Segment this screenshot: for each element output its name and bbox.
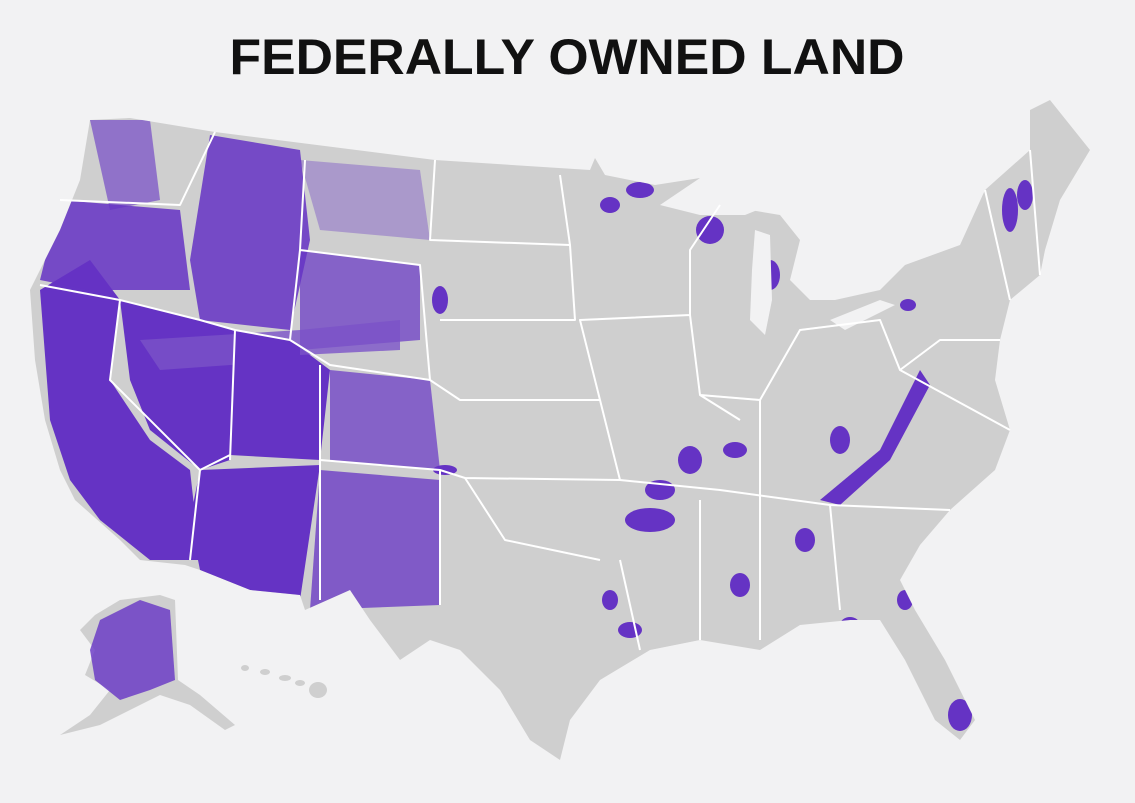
federal-area (90, 120, 160, 210)
federal-area (820, 370, 930, 505)
federal-area (830, 426, 850, 454)
federal-area (1017, 180, 1033, 210)
federal-area (840, 617, 860, 633)
federal-area (40, 260, 200, 560)
map-title: FEDERALLY OWNED LAND (230, 29, 905, 85)
federal-area (330, 370, 440, 470)
federal-area (300, 160, 430, 240)
federal-area (948, 699, 972, 731)
federal-area (897, 590, 913, 610)
federal-area (432, 286, 448, 314)
island (309, 682, 327, 698)
island (241, 665, 249, 671)
island (260, 669, 270, 675)
hawaii (241, 665, 327, 698)
federal-area (618, 622, 642, 638)
lake (830, 300, 895, 330)
federal-area (602, 590, 618, 610)
alaska-federal (90, 600, 175, 700)
federal-area (600, 197, 620, 213)
federal-area (422, 669, 438, 681)
federal-land (40, 120, 1033, 731)
federal-area (678, 446, 702, 474)
federal-area (723, 442, 747, 458)
federal-area (625, 508, 675, 532)
federal-area (310, 470, 440, 610)
federal-area (40, 200, 190, 290)
federal-area (190, 135, 310, 330)
lake (800, 240, 840, 290)
federal-area (230, 330, 330, 460)
federal-area (940, 532, 960, 548)
lake (750, 230, 772, 335)
state-borders (39, 131, 1041, 651)
state-border (39, 131, 1041, 651)
federal-area (1002, 188, 1018, 232)
island (295, 680, 305, 686)
federal-area (626, 182, 654, 198)
federal-area (795, 528, 815, 552)
federal-area (300, 320, 400, 355)
federal-area (190, 465, 320, 600)
island (279, 675, 291, 681)
federal-area (900, 299, 916, 311)
federal-area (730, 573, 750, 597)
federal-area (696, 216, 724, 244)
lake (660, 195, 770, 215)
